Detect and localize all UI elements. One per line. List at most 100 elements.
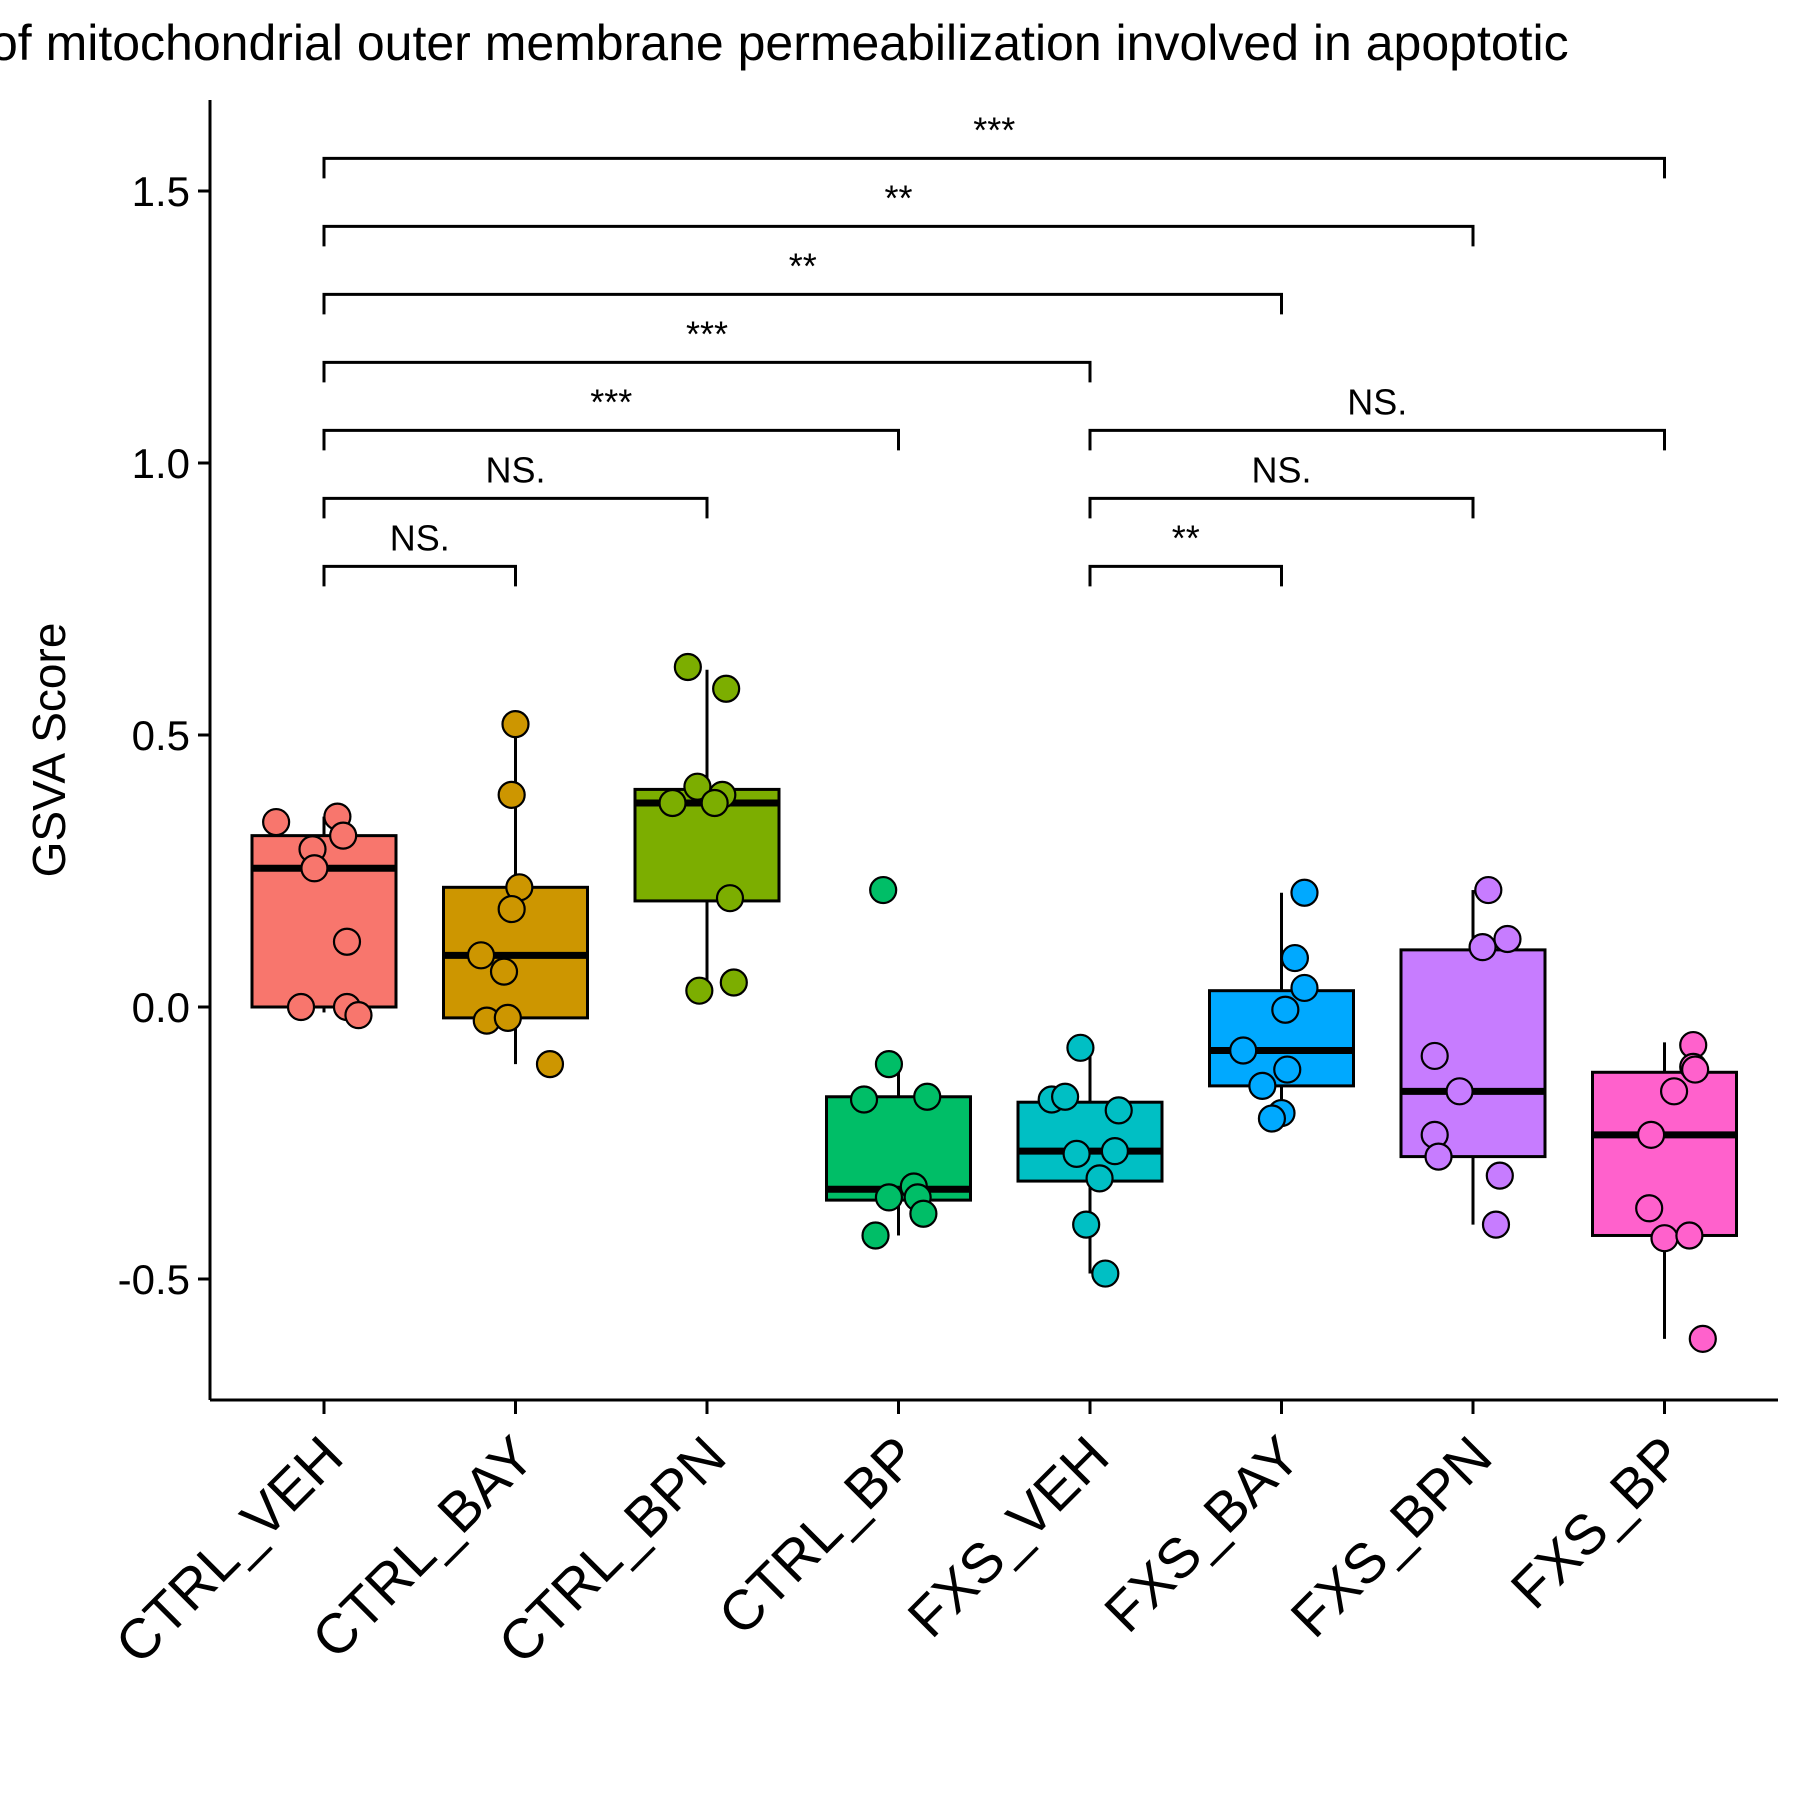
y-tick-label: 0.5 (132, 712, 190, 759)
data-point (1085, 1164, 1114, 1193)
y-tick-label: -0.5 (118, 1256, 190, 1303)
data-point (869, 875, 898, 905)
data-point (286, 992, 316, 1022)
bracket-line (1088, 496, 1475, 519)
data-point (1091, 1259, 1120, 1288)
data-point (501, 710, 530, 739)
data-point (262, 807, 291, 837)
significance-bracket: NS. (1088, 381, 1666, 451)
data-point (1273, 1055, 1302, 1084)
significance-label: NS. (390, 517, 450, 558)
data-point (1493, 924, 1522, 954)
bracket-line (1088, 564, 1283, 587)
data-point (1420, 1041, 1449, 1071)
data-point (1062, 1139, 1091, 1168)
significance-label: *** (973, 109, 1015, 150)
significance-bracket: NS. (1088, 449, 1475, 519)
significance-label: *** (686, 313, 728, 354)
x-tick-label: FXS_BPN (1278, 1424, 1503, 1649)
x-tick-label: FXS_VEH (895, 1424, 1120, 1649)
data-point (849, 1085, 879, 1114)
bracket-line (322, 564, 517, 587)
data-point (1635, 1194, 1664, 1223)
box-ctrl-bp (825, 1066, 972, 1236)
significance-bracket: ** (322, 245, 1283, 315)
data-point (489, 957, 519, 986)
chart-title: of mitochondrial outer membrane permeabi… (0, 15, 1569, 71)
significance-bracket: NS. (322, 449, 709, 519)
data-point (344, 1001, 373, 1030)
data-point (1271, 995, 1300, 1024)
data-point (1051, 1082, 1080, 1111)
significance-label: NS. (1347, 381, 1407, 422)
data-point (909, 1199, 938, 1228)
data-point (1675, 1221, 1704, 1250)
x-tick-label: CTRL_BP (706, 1424, 929, 1647)
bracket-line (322, 428, 900, 451)
data-point (1280, 943, 1310, 973)
x-tick-label: FXS_BP (1499, 1424, 1695, 1620)
box-ctrl-bpn (633, 669, 781, 991)
data-point (683, 772, 712, 801)
data-point (874, 1183, 904, 1212)
data-point (874, 1050, 904, 1079)
data-point (1257, 1104, 1287, 1133)
bracket-line (1088, 428, 1666, 451)
data-point (466, 941, 496, 970)
data-point (1290, 973, 1319, 1003)
significance-bracket: ** (1088, 517, 1283, 587)
data-point (715, 884, 745, 913)
significance-bracket: *** (322, 381, 900, 451)
data-point (861, 1221, 890, 1250)
significance-label: *** (590, 381, 632, 422)
data-point (1481, 1210, 1511, 1239)
bracket-line (322, 360, 1092, 383)
data-point (700, 788, 729, 818)
data-point (685, 976, 714, 1005)
y-tick-label: 1.0 (132, 440, 190, 487)
bracket-line (322, 156, 1666, 179)
y-tick-label: 0.0 (132, 984, 190, 1031)
bracket-line (322, 224, 1475, 247)
boxes (250, 669, 1738, 1339)
significance-label: ** (884, 177, 912, 218)
data-point (1485, 1161, 1514, 1190)
data-point (658, 788, 687, 818)
significance-bracket: *** (322, 109, 1666, 179)
data-point (497, 894, 526, 924)
box-body (825, 1095, 972, 1202)
y-tick-label: 1.5 (132, 168, 190, 215)
data-points (262, 652, 1717, 1353)
data-point (1474, 875, 1503, 905)
data-point (1248, 1071, 1277, 1100)
data-point (1104, 1096, 1133, 1125)
data-point (1066, 1033, 1095, 1062)
data-point (332, 927, 362, 956)
data-point (712, 674, 741, 703)
significance-label: ** (789, 245, 817, 286)
significance-label: NS. (485, 449, 545, 490)
significance-label: ** (1172, 517, 1200, 558)
significance-brackets: NS.NS.***************NS.NS. (322, 109, 1666, 587)
significance-label: NS. (1251, 449, 1311, 490)
data-point (1688, 1324, 1717, 1353)
data-point (300, 854, 329, 883)
data-point (1650, 1224, 1679, 1253)
data-point (1290, 878, 1319, 907)
data-point (1659, 1077, 1689, 1106)
data-point (1100, 1137, 1129, 1166)
significance-bracket: *** (322, 313, 1092, 383)
x-tick-label: FXS_BAY (1092, 1424, 1312, 1644)
data-point (1636, 1120, 1666, 1149)
data-point (535, 1050, 565, 1079)
y-axis-label: GSVA Score (23, 623, 75, 878)
box-body (1016, 1100, 1164, 1183)
box-fxs-veh (1016, 1047, 1164, 1274)
data-point (493, 1003, 522, 1032)
significance-bracket: NS. (322, 517, 517, 587)
bracket-line (322, 496, 709, 519)
data-point (719, 968, 748, 997)
data-point (673, 652, 702, 682)
